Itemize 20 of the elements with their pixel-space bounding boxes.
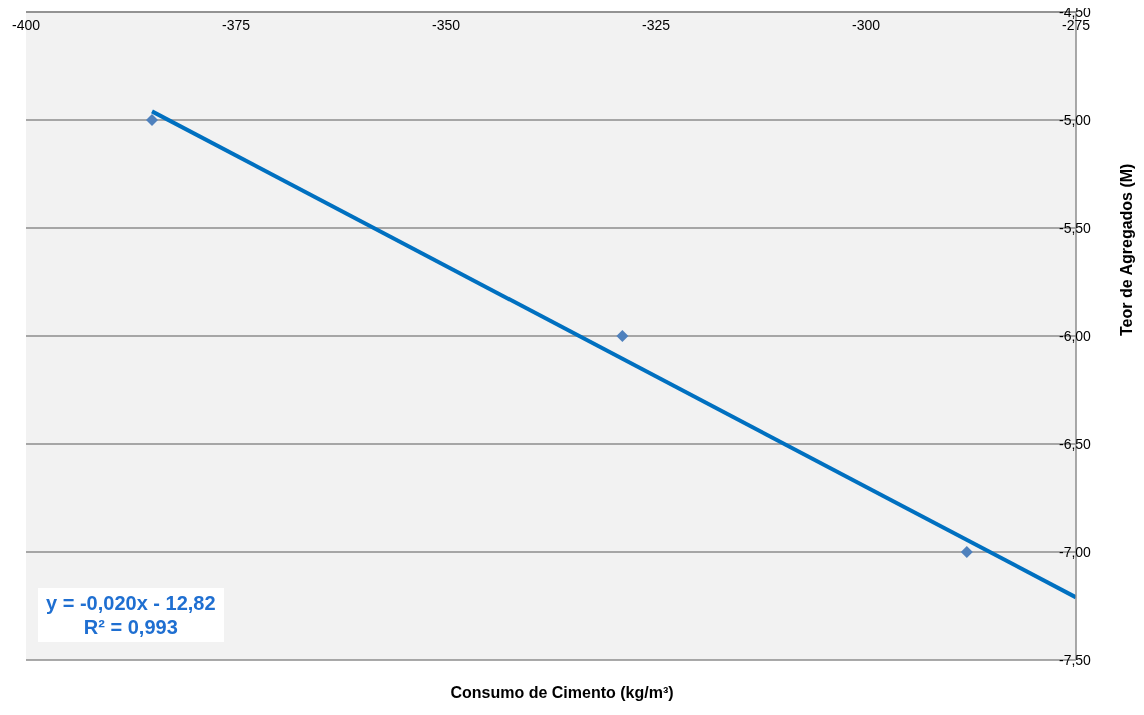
y-axis-title: Teor de Agregados (M) — [1117, 163, 1135, 337]
point — [960, 546, 973, 558]
y-tick-label: -6,00 — [1059, 327, 1092, 344]
x-tick-label: -400 — [11, 17, 41, 34]
y-tick-label: -7,00 — [1059, 543, 1092, 560]
point — [616, 330, 629, 343]
x-tick-label: -375 — [221, 17, 251, 34]
x-tick-label: -300 — [851, 17, 881, 34]
x-tick-label: -275 — [1061, 17, 1091, 34]
annotation: R² = 0,993 — [82, 615, 179, 639]
x-tick-label: -350 — [431, 17, 461, 34]
x-tick-label: -325 — [641, 17, 671, 34]
annotation: y = -0,020x - 12,82 — [46, 591, 216, 615]
y-tick-label: -5,00 — [1059, 111, 1092, 128]
x-axis-title: Consumo de Cimento (kg/m³) — [450, 684, 674, 701]
y-tick-label: -6,50 — [1059, 435, 1092, 452]
y-tick-label: -4,50 — [1059, 3, 1092, 20]
y-tick-label: -7,50 — [1059, 651, 1092, 668]
point — [146, 114, 158, 127]
y-tick-label: -5,50 — [1059, 219, 1092, 236]
